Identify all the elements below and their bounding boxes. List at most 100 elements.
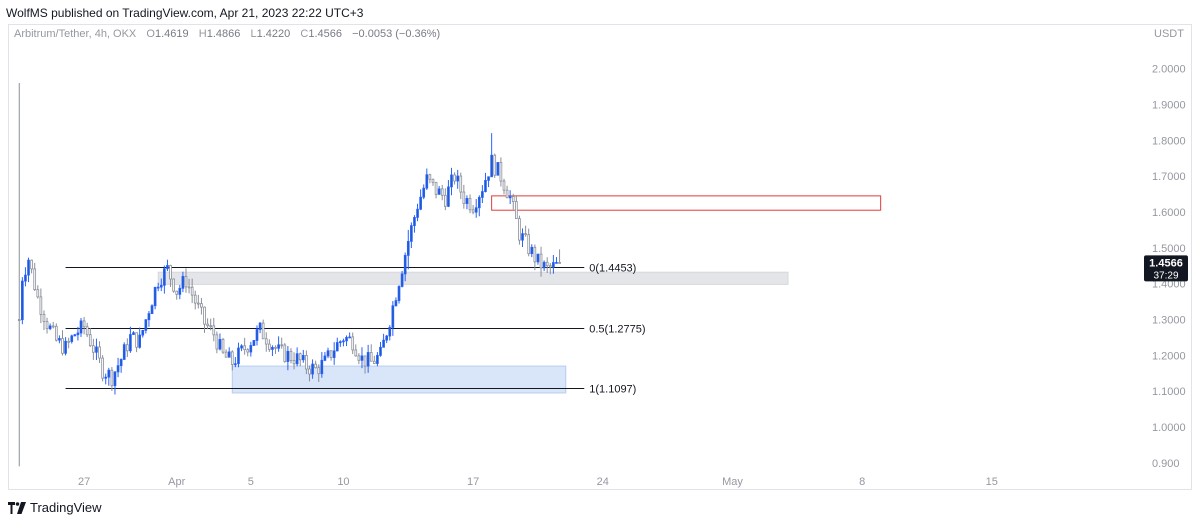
candle-body: [51, 325, 55, 328]
candle-body: [345, 336, 348, 342]
candle-body: [82, 320, 86, 328]
candle-body: [419, 196, 422, 210]
candle-body: [329, 350, 333, 358]
x-tick-label: 8: [859, 476, 865, 488]
candle-body: [104, 376, 108, 379]
candle-body: [295, 353, 299, 365]
y-tick-label: 1.6000: [1152, 207, 1186, 219]
candle-body: [237, 347, 240, 365]
candle-body: [422, 187, 426, 198]
candle-body: [545, 261, 549, 267]
y-tick-label: 1.9000: [1152, 100, 1186, 112]
candle-body: [48, 325, 52, 330]
candle-body: [326, 350, 330, 357]
high-value: 1.4866: [206, 28, 241, 40]
close-value: 1.4566: [308, 28, 342, 40]
y-tick-label: 1.0000: [1152, 422, 1186, 434]
candle-body: [101, 357, 104, 379]
fib-level-label: 0(1.4453): [589, 263, 636, 275]
candle-body: [332, 350, 336, 358]
candle-body: [400, 273, 404, 287]
candle-body: [243, 345, 246, 351]
candle-body: [258, 322, 262, 330]
footer: TradingView: [8, 500, 102, 515]
candle-body: [79, 320, 83, 334]
candle-body: [36, 289, 40, 298]
candle-body: [397, 286, 401, 301]
x-tick-label: 27: [78, 476, 90, 488]
candle-body: [314, 363, 317, 369]
candle-body: [474, 207, 478, 213]
candle-body: [518, 218, 521, 241]
candle-body: [339, 341, 342, 344]
candle-body: [85, 326, 89, 336]
open-value: 1.4619: [154, 28, 189, 40]
candle-body: [360, 355, 364, 361]
candle-body: [132, 332, 135, 335]
candle-body: [21, 280, 24, 321]
candle-body: [33, 268, 37, 291]
candle-body: [24, 274, 27, 282]
high-label: H: [198, 28, 207, 40]
chart-frame[interactable]: [8, 24, 1192, 490]
candle-body: [496, 162, 500, 176]
candle-body: [372, 360, 376, 364]
candle-body: [255, 329, 259, 341]
candle-body: [354, 349, 358, 357]
candle-body: [61, 338, 64, 354]
candle-body: [471, 209, 475, 213]
candle-body: [277, 344, 280, 349]
candle-body: [428, 174, 432, 180]
candle-body: [234, 363, 237, 366]
y-tick-label: 0.900: [1152, 458, 1180, 470]
candle-body: [227, 351, 231, 358]
candle-body: [95, 346, 98, 353]
candle-body: [335, 342, 339, 352]
candle-body: [515, 201, 518, 219]
candle-body: [197, 302, 200, 305]
candle-body: [298, 353, 302, 361]
y-tick-label: 1.2000: [1152, 350, 1186, 362]
candle-body: [147, 313, 151, 321]
candle-body: [268, 343, 271, 350]
candle-body: [122, 344, 126, 360]
published-by-header: WolfMS published on TradingView.com, Apr…: [6, 6, 364, 20]
candle-body: [224, 351, 228, 358]
candle-body: [511, 196, 515, 202]
candle-body: [230, 351, 234, 365]
candle-body: [548, 265, 552, 268]
candle-body: [394, 300, 398, 307]
candle-body: [521, 233, 524, 241]
symbol-name: Arbitrum/Tether, 4h, OKX: [14, 28, 137, 40]
fib-level-label: 0.5(1.2775): [589, 324, 645, 336]
candle-body: [508, 196, 512, 199]
candle-body: [305, 355, 308, 370]
candle-body: [218, 338, 222, 350]
candle-body: [465, 198, 469, 204]
candle-body: [252, 340, 256, 346]
candle-body: [166, 265, 169, 270]
candle-body: [530, 246, 534, 255]
candle-body: [129, 334, 132, 352]
candle-body: [459, 175, 463, 193]
y-tick-label: 1.5000: [1152, 243, 1186, 255]
candle-body: [138, 334, 141, 348]
candle-body: [240, 345, 243, 349]
candle-body: [425, 174, 429, 189]
candle-body: [320, 359, 324, 375]
candle-body: [113, 371, 117, 387]
candle-body: [558, 262, 561, 264]
candle-body: [413, 217, 416, 227]
candle-body: [539, 253, 543, 269]
candle-body: [308, 368, 311, 375]
candle-body: [215, 334, 219, 350]
candle-body: [116, 365, 120, 373]
candle-body: [348, 336, 351, 339]
candle-body: [200, 303, 203, 308]
candle-body: [39, 296, 43, 315]
candle-body: [172, 278, 175, 292]
candle-body: [286, 350, 290, 362]
x-tick-label: 15: [986, 476, 998, 488]
candle-body: [203, 306, 206, 325]
